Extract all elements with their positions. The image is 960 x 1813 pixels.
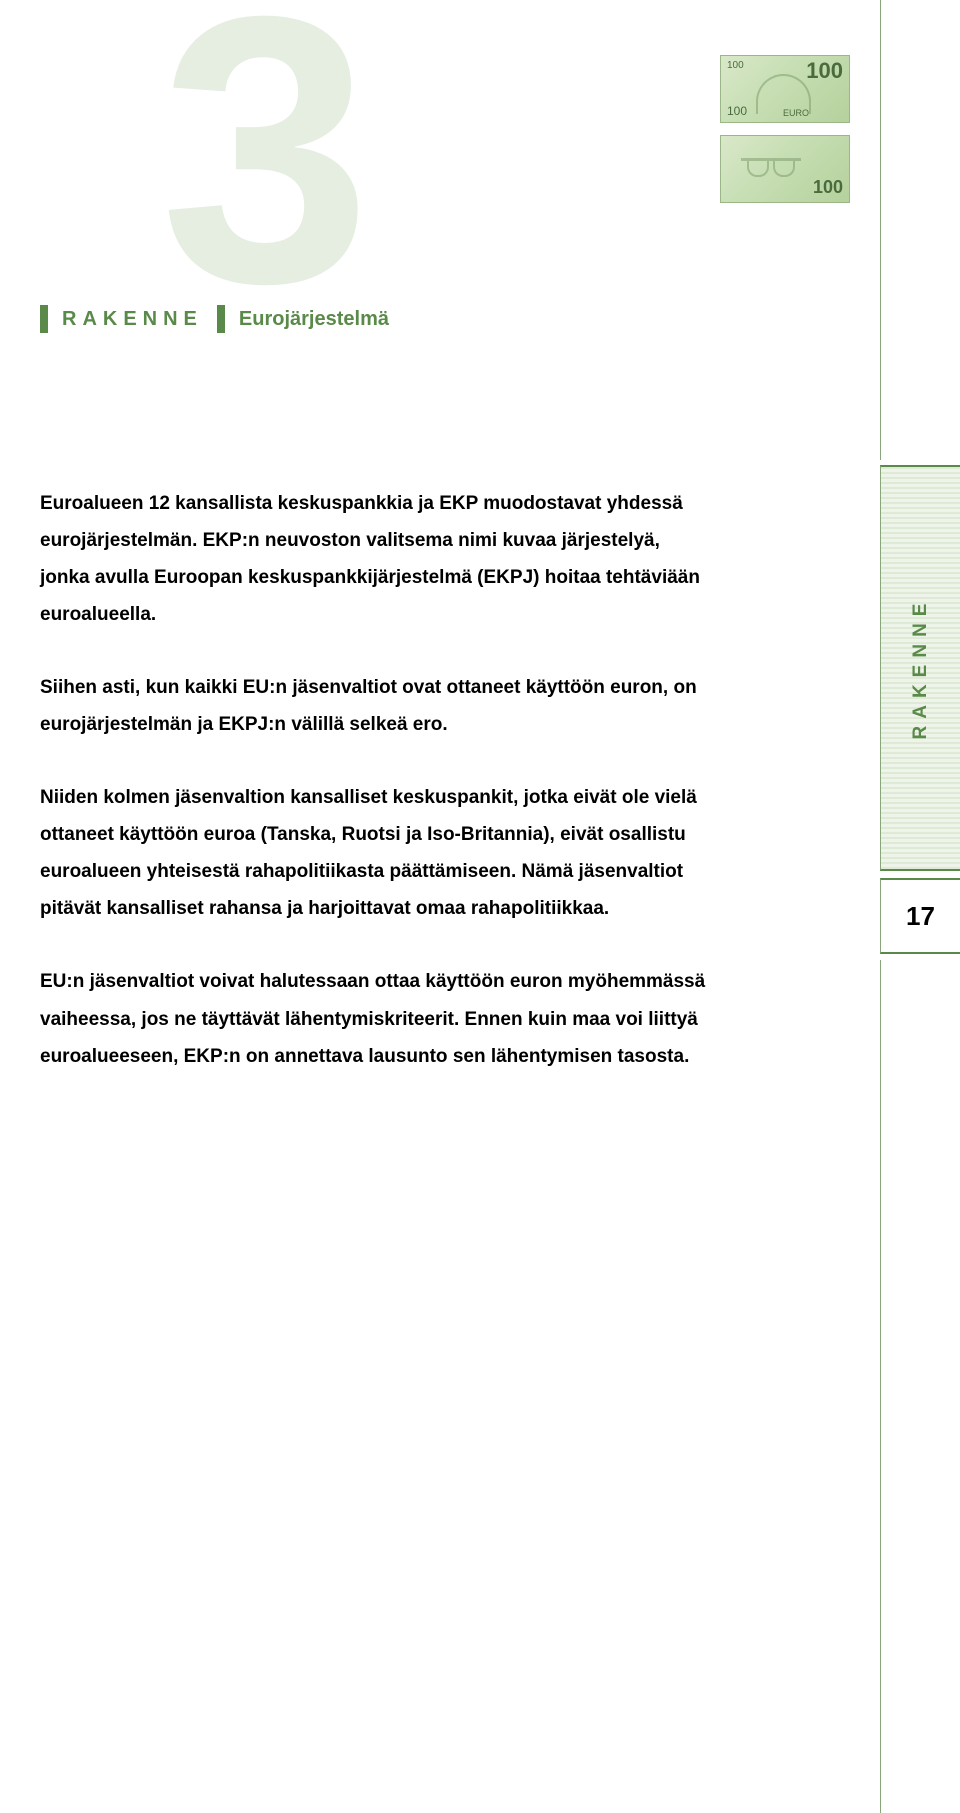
- sidebar-bottom-rule: [880, 960, 960, 1813]
- banknote-bridge-decor: [741, 158, 801, 184]
- sidebar-section-box: RAKENNE: [880, 465, 960, 871]
- body-text-block: Euroalueen 12 kansallista keskuspankkia …: [40, 485, 710, 1111]
- section-subtitle: Eurojärjestelmä: [225, 308, 389, 331]
- sidebar-top-rule: [880, 0, 960, 460]
- paragraph-4: EU:n jäsenvaltiot voivat halutessaan ott…: [40, 963, 710, 1074]
- banknote-denom-bottom-left: 100: [727, 104, 747, 118]
- paragraph-3: Niiden kolmen jäsenvaltion kansalliset k…: [40, 779, 710, 927]
- banknote-back-denom: 100: [813, 177, 843, 198]
- sidebar-vertical-label: RAKENNE: [910, 597, 932, 740]
- section-label: RAKENNE: [48, 308, 217, 331]
- banknote-denom-top-left: 100: [727, 60, 744, 71]
- header-bracket-right: [217, 305, 225, 333]
- banknote-front-image: 100 100 100 EURO: [720, 55, 850, 123]
- banknote-back-image: 100: [720, 135, 850, 203]
- right-sidebar: RAKENNE 17: [880, 0, 960, 1813]
- banknote-denom-large: 100: [806, 58, 843, 84]
- header-bracket-left: [40, 305, 48, 333]
- paragraph-2: Siihen asti, kun kaikki EU:n jäsenvaltio…: [40, 669, 710, 743]
- section-header: RAKENNE Eurojärjestelmä: [40, 305, 389, 333]
- chapter-watermark-number: 3: [160, 0, 351, 340]
- page-number: 17: [906, 901, 935, 932]
- paragraph-1: Euroalueen 12 kansallista keskuspankkia …: [40, 485, 710, 633]
- sidebar-page-box: 17: [880, 878, 960, 954]
- banknote-euro-label: EURO: [783, 108, 809, 118]
